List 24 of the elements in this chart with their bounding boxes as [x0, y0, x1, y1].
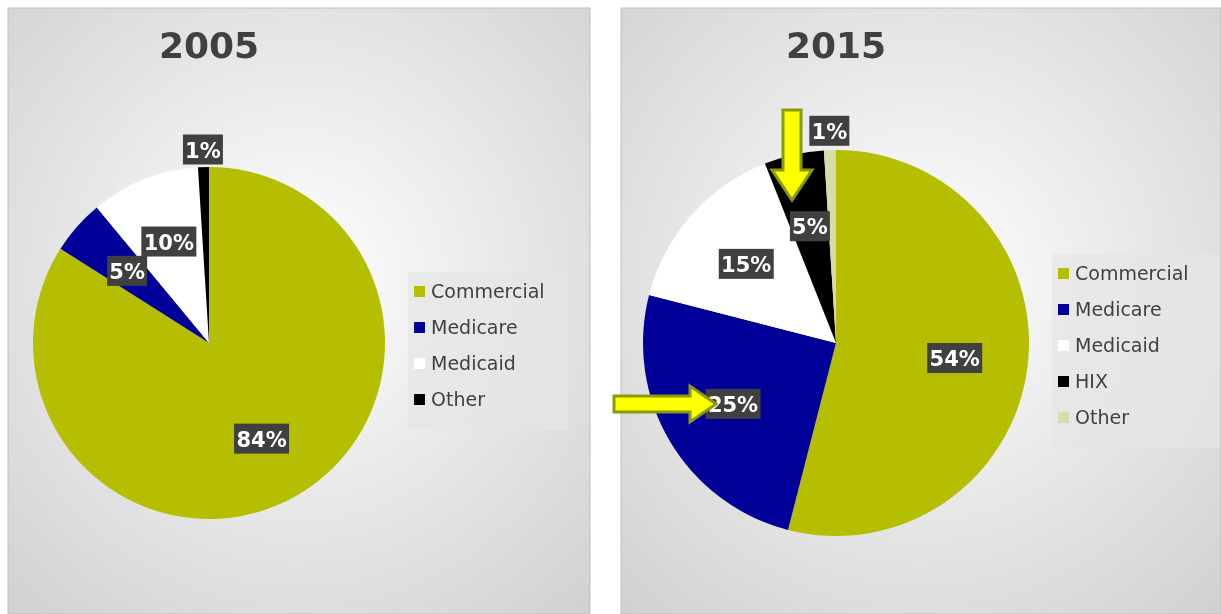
legend-label: Medicaid [1075, 334, 1160, 356]
data-label: 54% [929, 347, 980, 371]
chart-title: 2005 [158, 25, 260, 66]
data-label: 10% [143, 230, 194, 255]
pie-slice [33, 167, 385, 519]
legend-label: Medicare [431, 316, 518, 338]
legend-label: HIX [1075, 370, 1108, 392]
pie-slice [649, 163, 836, 343]
data-label: 1% [811, 119, 848, 144]
legend-label: Commercial [431, 280, 545, 302]
legend-label: Commercial [1075, 262, 1189, 284]
data-label: 5% [792, 215, 828, 240]
data-label: 15% [721, 252, 772, 277]
data-label: 25% [707, 392, 759, 417]
pie-slice [788, 150, 1029, 536]
data-label: 5% [109, 259, 145, 284]
legend-label: Other [1075, 406, 1130, 428]
data-label: 1% [185, 138, 221, 163]
data-label: 84% [236, 427, 287, 452]
pie-slice [643, 295, 836, 530]
legend-label: Medicaid [431, 352, 516, 374]
legend-label: Other [431, 388, 486, 410]
chart-title: 2015 [785, 25, 887, 66]
legend-label: Medicare [1075, 298, 1162, 320]
